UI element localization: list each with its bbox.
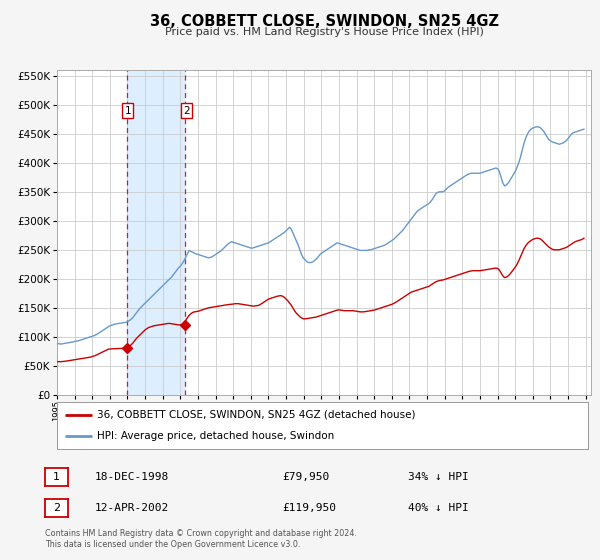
Text: 40% ↓ HPI: 40% ↓ HPI [408, 503, 469, 513]
Text: 36, COBBETT CLOSE, SWINDON, SN25 4GZ: 36, COBBETT CLOSE, SWINDON, SN25 4GZ [149, 14, 499, 29]
Text: Price paid vs. HM Land Registry's House Price Index (HPI): Price paid vs. HM Land Registry's House … [164, 27, 484, 37]
Text: 18-DEC-1998: 18-DEC-1998 [95, 472, 169, 482]
Text: 2: 2 [183, 106, 190, 115]
Text: 1: 1 [53, 472, 60, 482]
Text: £79,950: £79,950 [282, 472, 329, 482]
Text: 1: 1 [124, 106, 131, 115]
Bar [127, 70, 185, 395]
Text: 12-APR-2002: 12-APR-2002 [95, 503, 169, 513]
Text: Contains HM Land Registry data © Crown copyright and database right 2024.
This d: Contains HM Land Registry data © Crown c… [45, 529, 357, 549]
Text: £119,950: £119,950 [282, 503, 336, 513]
Text: 34% ↓ HPI: 34% ↓ HPI [408, 472, 469, 482]
Text: HPI: Average price, detached house, Swindon: HPI: Average price, detached house, Swin… [97, 431, 334, 441]
Text: 2: 2 [53, 503, 60, 513]
Text: 36, COBBETT CLOSE, SWINDON, SN25 4GZ (detached house): 36, COBBETT CLOSE, SWINDON, SN25 4GZ (de… [97, 410, 415, 420]
